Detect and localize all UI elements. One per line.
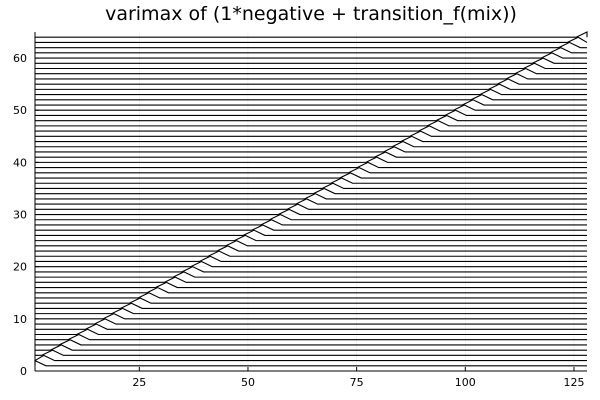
series-line	[35, 198, 587, 205]
series-line	[35, 182, 587, 190]
series-line	[35, 41, 587, 49]
series-line	[35, 224, 587, 231]
series-line	[35, 47, 587, 54]
series-line	[35, 130, 587, 137]
series-line	[35, 140, 587, 148]
y-tick-label: 20	[13, 261, 27, 274]
x-tick-label: 125	[563, 376, 584, 389]
series-line	[35, 172, 587, 179]
series-line	[35, 146, 587, 153]
series-line	[35, 213, 587, 221]
series-line	[35, 177, 587, 184]
series-line	[35, 229, 587, 236]
series-line	[35, 166, 587, 174]
series-line	[35, 125, 587, 132]
y-tick-label: 10	[13, 313, 27, 326]
series-line	[35, 344, 587, 351]
series-line	[35, 318, 587, 325]
series-line	[35, 234, 587, 242]
x-tick-label: 25	[132, 376, 146, 389]
x-tick-label: 100	[455, 376, 476, 389]
series-line	[35, 208, 587, 216]
y-tick-label: 30	[13, 209, 27, 222]
x-tick-label: 50	[241, 376, 255, 389]
series-line	[35, 93, 587, 101]
series-line	[35, 333, 587, 341]
series-line	[35, 307, 587, 315]
series-line	[35, 161, 587, 169]
series-line	[35, 99, 587, 106]
series-line	[35, 156, 587, 163]
chart-title: varimax of (1*negative + transition_f(mi…	[105, 3, 517, 25]
series-line	[35, 313, 587, 320]
series-line	[35, 151, 587, 158]
series-line	[35, 88, 587, 96]
series-line	[35, 302, 587, 309]
axes: 25 50 75 100 125 0 10 20 30 40 50 60	[13, 32, 587, 389]
y-tick-label: 50	[13, 104, 27, 117]
series-line	[35, 219, 587, 226]
series-line	[35, 104, 587, 111]
series-line	[35, 73, 587, 80]
series-line	[35, 276, 587, 283]
series-line	[34, 359, 587, 367]
series-line	[34, 354, 587, 362]
series-line	[35, 250, 587, 257]
series-line	[35, 245, 587, 252]
series-line	[35, 266, 587, 273]
series-line	[35, 114, 587, 122]
series-line	[35, 281, 587, 289]
series-line	[35, 255, 587, 263]
series-line	[35, 83, 587, 90]
series-line	[35, 120, 587, 127]
series-line	[35, 286, 587, 294]
series-line	[35, 292, 587, 299]
series-line	[35, 260, 587, 268]
series-line	[35, 297, 587, 304]
series-line	[35, 240, 587, 247]
series-line	[35, 271, 587, 278]
series-line	[35, 36, 588, 43]
y-tick-label: 0	[20, 365, 27, 378]
series-line	[35, 31, 588, 38]
series-line	[35, 193, 587, 200]
series-lines	[34, 31, 588, 367]
series-line	[35, 109, 587, 116]
series-line	[35, 78, 587, 85]
y-tick-label: 60	[13, 52, 27, 65]
y-tick-label: 40	[13, 156, 27, 169]
series-line	[35, 187, 587, 195]
series-line	[35, 67, 587, 75]
series-line	[35, 57, 587, 64]
series-line	[35, 339, 587, 346]
x-tick-label: 75	[350, 376, 364, 389]
series-line	[35, 323, 587, 330]
series-line	[35, 203, 587, 210]
series-line	[35, 349, 587, 356]
series-line	[35, 135, 587, 143]
series-line	[35, 328, 587, 336]
series-line	[35, 52, 587, 59]
series-line	[35, 62, 587, 70]
